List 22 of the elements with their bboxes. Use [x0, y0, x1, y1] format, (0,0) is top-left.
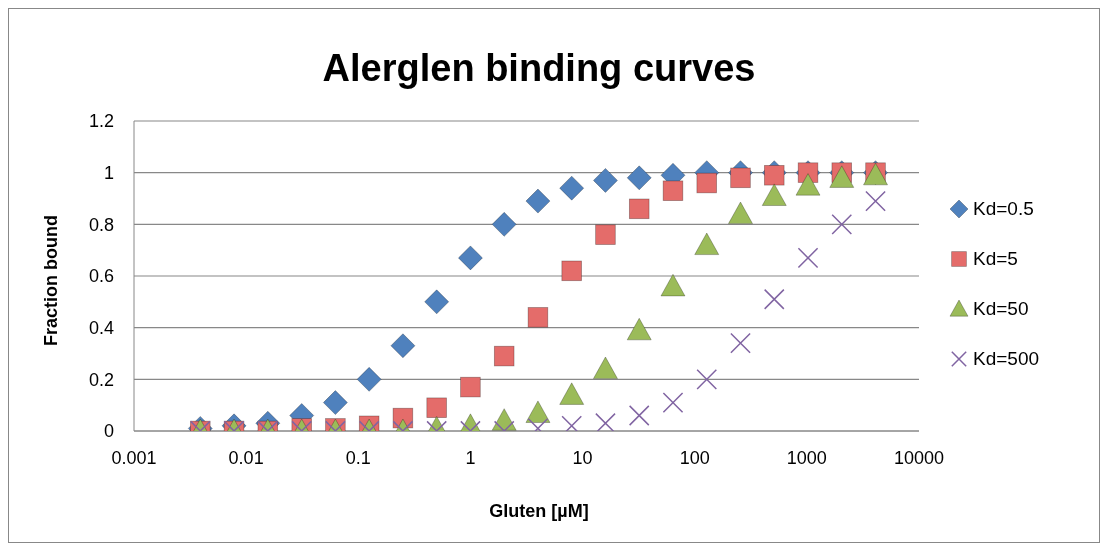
- x-tick-label: 0.1: [345, 447, 371, 468]
- legend-label: Kd=50: [973, 298, 1029, 320]
- y-tick-label: 1.2: [88, 111, 114, 132]
- y-tick-label: 0.4: [88, 318, 114, 339]
- legend-label: Kd=500: [973, 348, 1040, 370]
- x-tick-label: 100: [679, 447, 710, 468]
- y-tick-label: 0.8: [88, 214, 114, 235]
- y-tick-label: 1: [103, 163, 114, 184]
- x-tick-label: 0.01: [228, 447, 264, 468]
- chart-title: Alerglen binding curves: [321, 47, 757, 90]
- y-axis-title: Fraction bound: [41, 215, 62, 346]
- x-tick-label: 10: [572, 447, 593, 468]
- x-tick-label: 1: [465, 447, 476, 468]
- x-tick-label: 10000: [893, 447, 945, 468]
- y-tick-label: 0: [103, 421, 114, 442]
- legend-label: Kd=0.5: [973, 198, 1034, 220]
- y-tick-label: 0.6: [88, 266, 114, 287]
- x-tick-label: 0.001: [111, 447, 157, 468]
- x-axis-title: Gluten [µM]: [488, 501, 590, 522]
- y-tick-label: 0.2: [88, 369, 114, 390]
- x-tick-label: 1000: [786, 447, 827, 468]
- legend-label: Kd=5: [973, 248, 1018, 270]
